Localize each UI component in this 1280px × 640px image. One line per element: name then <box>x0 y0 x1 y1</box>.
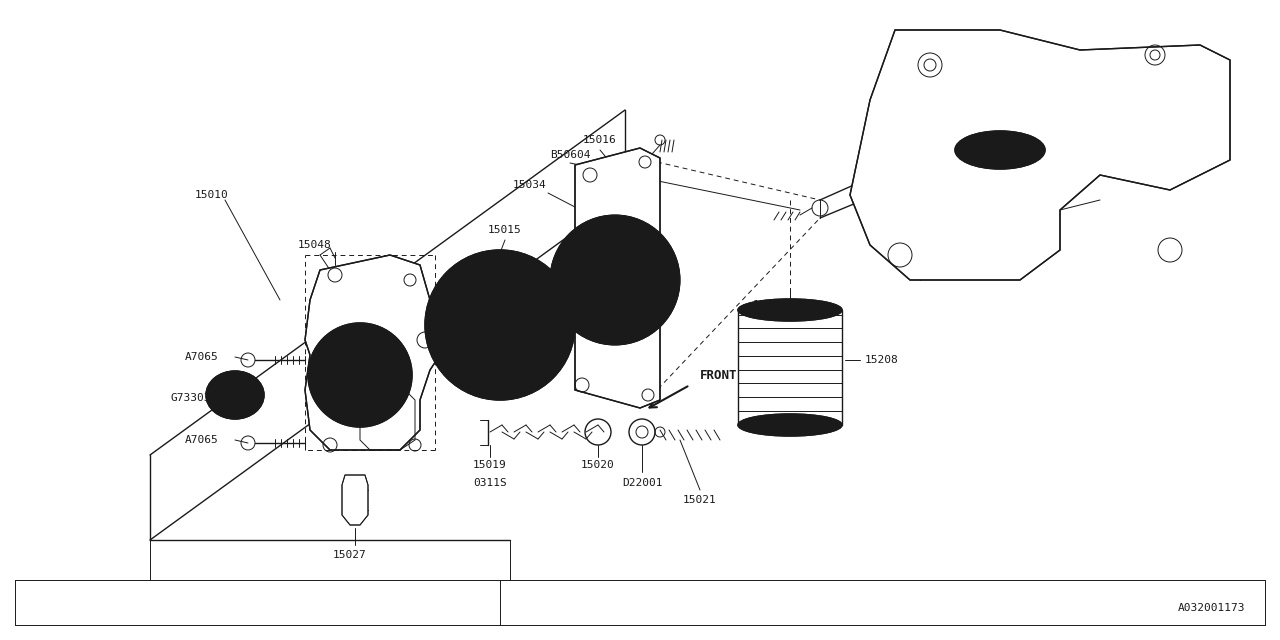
Text: A032001173: A032001173 <box>1178 603 1245 613</box>
Polygon shape <box>850 30 1230 280</box>
Text: 15010: 15010 <box>195 190 229 200</box>
Text: 15016: 15016 <box>584 135 617 145</box>
Text: 0311S: 0311S <box>474 478 507 488</box>
Text: 15015: 15015 <box>488 225 522 235</box>
Text: 15021: 15021 <box>684 495 717 505</box>
Text: 15208: 15208 <box>865 355 899 365</box>
Ellipse shape <box>955 131 1044 169</box>
Text: 15048: 15048 <box>298 240 332 250</box>
Text: 15034: 15034 <box>513 180 547 190</box>
Text: 11071: 11071 <box>753 300 787 310</box>
Text: A7065: A7065 <box>186 352 219 362</box>
Text: B50604: B50604 <box>549 150 590 160</box>
Circle shape <box>550 215 680 345</box>
Text: D22001: D22001 <box>622 478 662 488</box>
Ellipse shape <box>739 299 842 321</box>
Circle shape <box>308 323 412 427</box>
Text: FRONT: FRONT <box>700 369 737 381</box>
Text: A7065: A7065 <box>186 435 219 445</box>
Polygon shape <box>305 255 440 450</box>
Polygon shape <box>342 475 369 525</box>
Text: G73303: G73303 <box>170 393 210 403</box>
Ellipse shape <box>969 136 1030 164</box>
Polygon shape <box>575 148 660 408</box>
Text: 15020: 15020 <box>581 460 614 470</box>
Text: 15019: 15019 <box>474 460 507 470</box>
Ellipse shape <box>206 371 264 419</box>
Ellipse shape <box>739 414 842 436</box>
Text: 15027: 15027 <box>333 550 367 560</box>
Circle shape <box>425 250 575 400</box>
